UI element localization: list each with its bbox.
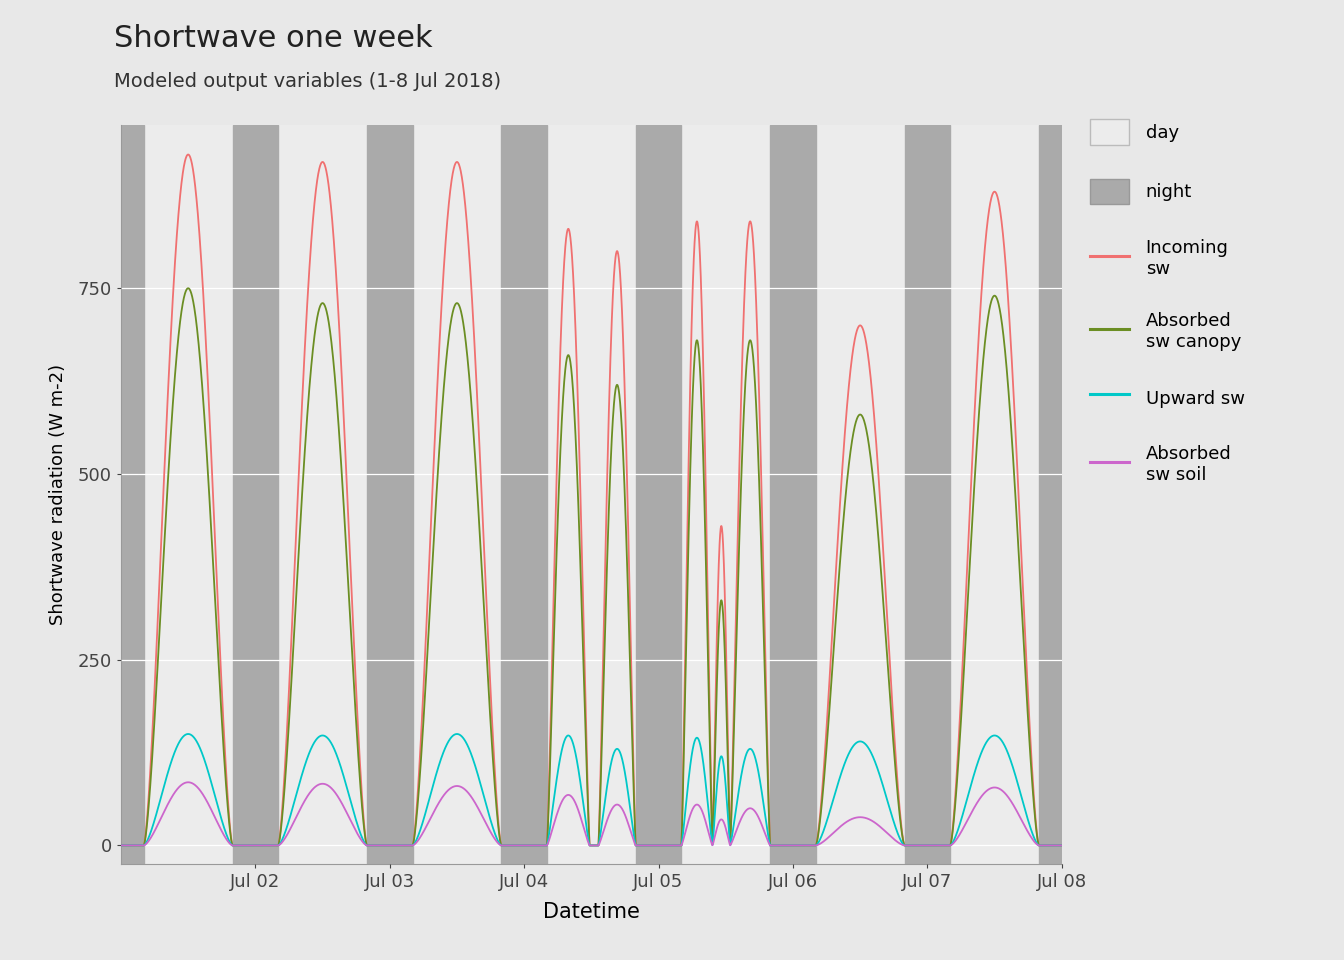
X-axis label: Datetime: Datetime	[543, 902, 640, 923]
Bar	[121, 125, 144, 864]
Y-axis label: Shortwave radiation (W m-2): Shortwave radiation (W m-2)	[48, 364, 67, 625]
Text: Shortwave one week: Shortwave one week	[114, 24, 433, 53]
Bar	[770, 125, 816, 864]
Legend: day, night, Incoming
sw, Absorbed
sw canopy, Upward sw, Absorbed
sw soil: day, night, Incoming sw, Absorbed sw can…	[1090, 119, 1245, 484]
Bar	[1039, 125, 1062, 864]
Bar	[367, 125, 413, 864]
Bar	[636, 125, 681, 864]
Bar	[233, 125, 278, 864]
Bar	[905, 125, 950, 864]
Text: Modeled output variables (1-8 Jul 2018): Modeled output variables (1-8 Jul 2018)	[114, 72, 501, 91]
Bar	[501, 125, 547, 864]
